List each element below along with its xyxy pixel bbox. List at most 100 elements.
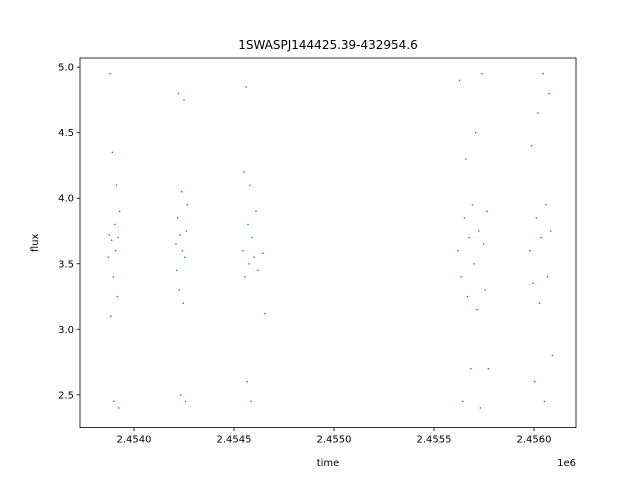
data-point	[114, 223, 116, 226]
data-point	[248, 262, 250, 265]
y-tick-label: 4.5	[58, 128, 74, 139]
data-point	[110, 239, 113, 241]
x-tick-label: 2.4560	[517, 435, 552, 446]
data-point	[476, 308, 479, 311]
data-point	[540, 236, 542, 239]
data-point	[114, 249, 117, 252]
data-point	[466, 295, 469, 298]
y-axis-label: flux	[30, 233, 41, 252]
y-tick-label: 5.0	[58, 63, 74, 74]
y-tick-label: 2.5	[58, 390, 74, 401]
y-axis: 2.5 3.0 3.5 4.0 4.5 5.0	[58, 63, 80, 401]
data-point	[112, 276, 114, 278]
data-point	[178, 289, 180, 291]
data-point	[487, 367, 490, 370]
data-point	[251, 236, 253, 239]
data-point	[184, 400, 187, 403]
data-point	[546, 276, 549, 278]
data-point	[460, 276, 463, 278]
x-tick-label: 2.4540	[117, 435, 152, 446]
data-point	[529, 249, 531, 252]
data-point	[113, 400, 115, 403]
data-points	[107, 72, 554, 409]
data-point	[116, 295, 118, 298]
data-point	[117, 236, 119, 239]
data-point	[543, 400, 546, 403]
data-point	[244, 276, 246, 278]
data-point	[478, 230, 480, 232]
data-point	[115, 184, 118, 186]
data-point	[181, 249, 184, 252]
y-tick-label: 3.5	[58, 259, 74, 270]
data-point	[468, 236, 471, 239]
data-point	[473, 262, 475, 265]
data-point	[486, 210, 488, 213]
data-point	[243, 171, 245, 173]
data-point	[538, 302, 541, 304]
data-point	[110, 315, 112, 318]
data-point	[474, 131, 477, 134]
data-point	[545, 203, 547, 206]
data-point	[186, 203, 188, 206]
x-axis: 2.4540 2.4545 2.4550 2.4555 2.4560	[117, 427, 552, 446]
plot-frame	[79, 57, 577, 429]
data-point	[484, 289, 487, 291]
data-point	[185, 230, 188, 232]
chart-title: 1SWASPJ144425.39-432954.6	[238, 38, 418, 52]
data-point	[534, 380, 536, 383]
data-point	[176, 217, 179, 219]
data-point	[465, 158, 467, 160]
data-point	[183, 99, 185, 101]
data-point	[463, 217, 466, 219]
data-point	[245, 86, 247, 88]
data-point	[548, 92, 550, 95]
data-point	[457, 249, 459, 252]
data-point	[177, 92, 180, 95]
data-point	[458, 79, 461, 82]
data-point	[537, 112, 539, 114]
data-point	[530, 145, 533, 147]
data-point	[481, 72, 483, 75]
data-point	[175, 243, 177, 245]
data-point	[471, 203, 474, 206]
data-point	[176, 269, 178, 272]
x-axis-label: time	[317, 458, 340, 469]
data-point	[264, 312, 266, 315]
x-axis-offset-label: 1e6	[557, 458, 576, 469]
data-point	[111, 151, 114, 154]
data-point	[118, 407, 120, 409]
data-point	[184, 256, 186, 259]
data-point	[262, 252, 264, 255]
data-point	[108, 234, 110, 236]
data-point	[482, 243, 485, 245]
data-point	[180, 190, 183, 193]
data-point	[470, 367, 472, 370]
data-point	[179, 234, 181, 236]
x-tick-label: 2.4545	[217, 435, 252, 446]
data-point	[247, 223, 249, 226]
data-point	[255, 210, 257, 213]
data-point	[253, 256, 255, 259]
y-tick-label: 3.0	[58, 325, 74, 336]
data-point	[107, 256, 110, 259]
data-point	[180, 394, 182, 396]
x-tick-label: 2.4555	[417, 435, 452, 446]
y-tick-label: 4.0	[58, 194, 74, 205]
x-tick-label: 2.4550	[317, 435, 352, 446]
data-point	[462, 400, 464, 403]
data-point	[182, 302, 184, 304]
data-point	[118, 210, 121, 213]
data-point	[249, 184, 251, 186]
data-point	[109, 72, 111, 75]
data-point	[532, 282, 534, 285]
data-point	[551, 354, 554, 357]
data-point	[550, 230, 552, 232]
data-point	[242, 249, 244, 252]
data-point	[535, 217, 538, 219]
data-point	[257, 269, 259, 272]
data-point	[246, 380, 248, 383]
data-point	[250, 400, 252, 403]
